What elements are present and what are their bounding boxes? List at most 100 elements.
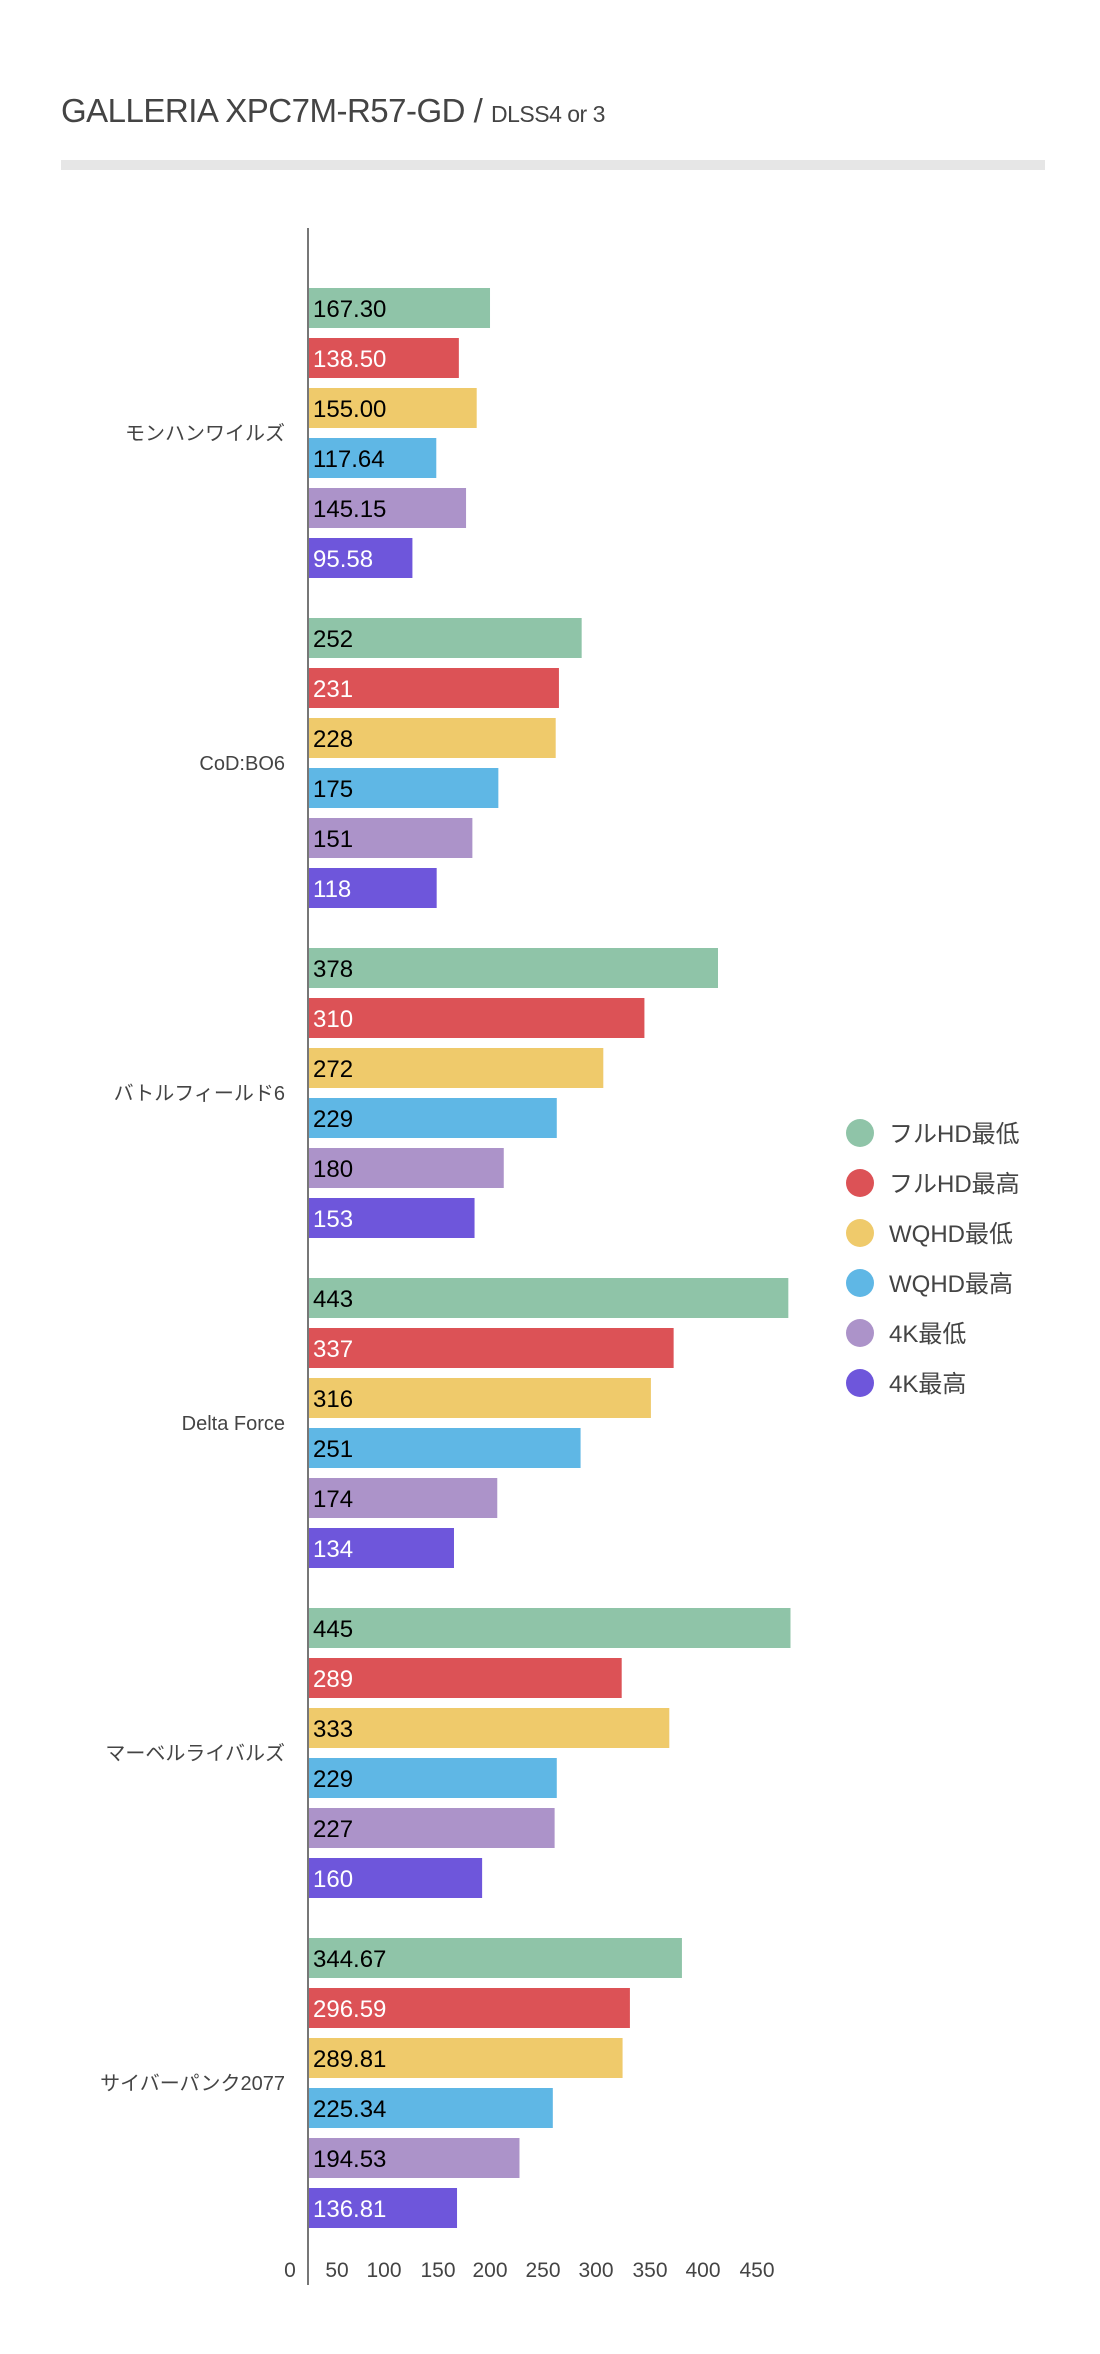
data-label: 138.50 <box>313 346 386 373</box>
chart-title-main: GALLERIA XPC7M-R57-GD <box>61 92 465 129</box>
data-label: 175 <box>313 776 353 803</box>
x-tick-label: 50 <box>325 2259 348 2282</box>
category-label: モンハンワイルズ <box>125 422 285 445</box>
data-label: 180 <box>313 1156 353 1183</box>
category-label: サイバーパンク2077 <box>100 2072 285 2095</box>
data-label: 310 <box>313 1006 353 1033</box>
legend-marker <box>846 1219 874 1247</box>
data-label: 443 <box>313 1286 353 1313</box>
x-tick-label: 350 <box>632 2259 667 2282</box>
bar <box>309 1808 555 1848</box>
data-label: 344.67 <box>313 1946 386 1973</box>
bar <box>309 1988 630 2028</box>
x-tick-label: 100 <box>366 2259 401 2282</box>
legend-marker <box>846 1269 874 1297</box>
legend-label: WQHD最高 <box>889 1271 1013 1298</box>
data-label: 228 <box>313 726 353 753</box>
bar <box>309 1328 674 1368</box>
bar <box>309 1198 475 1238</box>
bar <box>309 618 582 658</box>
bar <box>309 1478 498 1518</box>
bar <box>309 1758 557 1798</box>
legend-label: WQHD最低 <box>889 1221 1013 1248</box>
bar <box>309 2038 623 2078</box>
bar <box>309 1098 557 1138</box>
data-label: 227 <box>313 1816 353 1843</box>
data-label: 160 <box>313 1866 353 1893</box>
bar <box>309 288 491 328</box>
category-label: CoD:BO6 <box>199 753 285 775</box>
data-label: 289 <box>313 1666 353 1693</box>
data-label: 118 <box>313 876 351 903</box>
bar <box>309 868 437 908</box>
data-label: 95.58 <box>313 546 373 573</box>
legend-marker <box>846 1119 874 1147</box>
category-label: マーベルライバルズ <box>105 1742 285 1765</box>
data-label: 378 <box>313 956 353 983</box>
bar <box>309 718 556 758</box>
data-label: 136.81 <box>313 2196 386 2223</box>
data-label: 229 <box>313 1106 353 1133</box>
data-label: 225.34 <box>313 2096 386 2123</box>
bar <box>309 438 437 478</box>
data-label: 155.00 <box>313 396 386 423</box>
title-divider <box>61 160 1045 170</box>
bar <box>309 1428 581 1468</box>
data-label: 251 <box>313 1436 353 1463</box>
data-label: 272 <box>313 1056 353 1083</box>
bar <box>309 668 559 708</box>
chart-title: GALLERIA XPC7M-R57-GD / DLSS4 or 3 <box>61 92 605 130</box>
legend-label: フルHD最低 <box>889 1121 1020 1148</box>
x-tick-label: 300 <box>578 2259 613 2282</box>
bar <box>309 1858 483 1898</box>
data-label: 289.81 <box>313 2046 386 2073</box>
bar <box>309 538 413 578</box>
x-tick-label: 200 <box>472 2259 507 2282</box>
data-label: 167.30 <box>313 296 386 323</box>
data-label: 337 <box>313 1336 353 1363</box>
bar <box>309 998 645 1038</box>
bar <box>309 2188 458 2228</box>
bar <box>309 488 467 528</box>
legend-marker <box>846 1169 874 1197</box>
bar <box>309 2138 520 2178</box>
data-label: 445 <box>313 1616 353 1643</box>
x-tick-label: 150 <box>420 2259 455 2282</box>
legend-label: フルHD最高 <box>889 1171 1020 1198</box>
bar <box>309 1148 504 1188</box>
bar <box>309 1608 791 1648</box>
bar <box>309 948 718 988</box>
bar <box>309 2088 553 2128</box>
data-label: 117.64 <box>313 446 385 473</box>
bar <box>309 1658 622 1698</box>
category-label: Delta Force <box>182 1413 285 1435</box>
bar <box>309 1938 682 1978</box>
bar <box>309 768 499 808</box>
title-separator: / <box>473 92 483 129</box>
data-label: 252 <box>313 626 353 653</box>
bar <box>309 1278 789 1318</box>
data-label: 229 <box>313 1766 353 1793</box>
legend-label: 4K最低 <box>889 1321 966 1348</box>
data-label: 174 <box>313 1486 353 1513</box>
bar <box>309 338 459 378</box>
x-tick-label: 250 <box>525 2259 560 2282</box>
legend-marker <box>846 1319 874 1347</box>
data-label: 296.59 <box>313 1996 386 2023</box>
bar <box>309 818 473 858</box>
bar <box>309 1708 670 1748</box>
bar <box>309 1378 651 1418</box>
x-tick-label: 400 <box>685 2259 720 2282</box>
bar <box>309 1528 454 1568</box>
data-label: 153 <box>313 1206 353 1233</box>
legend-label: 4K最高 <box>889 1371 966 1398</box>
legend-marker <box>846 1369 874 1397</box>
data-label: 151 <box>313 826 353 853</box>
x-tick-label: 450 <box>739 2259 774 2282</box>
data-label: 231 <box>313 676 353 703</box>
bar <box>309 388 477 428</box>
data-label: 145.15 <box>313 496 386 523</box>
data-label: 134 <box>313 1536 353 1563</box>
category-label: バトルフィールド6 <box>114 1083 285 1105</box>
